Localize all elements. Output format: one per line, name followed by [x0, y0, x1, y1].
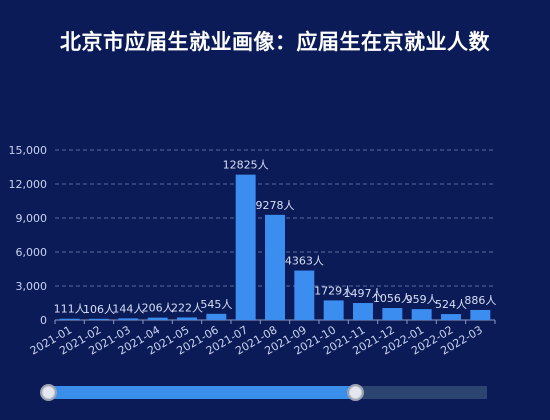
bar[interactable] [323, 300, 344, 320]
bar[interactable] [118, 318, 139, 320]
data-label: 106人 [83, 303, 115, 316]
y-tick-label: 12,000 [9, 178, 48, 191]
data-label: 886人 [464, 294, 496, 307]
bar[interactable] [59, 318, 80, 320]
chart-title: 北京市应届生就业画像：应届生在京就业人数 [60, 30, 490, 54]
bar[interactable] [382, 308, 403, 320]
data-label: 4363人 [285, 255, 324, 268]
bar[interactable] [265, 214, 285, 320]
bar[interactable] [411, 309, 432, 320]
y-tick-label: 9,000 [16, 212, 48, 225]
data-label: 959人 [406, 293, 438, 306]
zoom-slider-selected-range[interactable] [47, 386, 355, 399]
bar[interactable] [235, 174, 256, 320]
data-label: 545人 [200, 298, 232, 311]
bar[interactable] [206, 313, 227, 320]
y-tick-label: 6,000 [16, 246, 48, 259]
zoom-slider-end-handle[interactable] [347, 384, 364, 401]
data-label: 111人 [54, 303, 86, 316]
data-label: 144人 [112, 302, 144, 315]
data-label: 222人 [171, 301, 203, 314]
bar[interactable] [353, 303, 373, 320]
bar[interactable] [470, 309, 491, 320]
zoom-slider-start-handle[interactable] [40, 384, 57, 401]
data-label: 12825人 [223, 159, 269, 172]
data-label: 206人 [142, 302, 174, 315]
data-label: 9278人 [256, 199, 295, 212]
bar[interactable] [294, 270, 315, 320]
data-label: 1497人 [344, 287, 383, 300]
bar[interactable] [89, 318, 109, 320]
bar[interactable] [147, 317, 168, 320]
bar[interactable] [177, 317, 197, 320]
y-tick-label: 3,000 [16, 280, 48, 293]
y-tick-label: 0 [40, 314, 47, 327]
zoom-slider[interactable] [40, 384, 487, 401]
y-tick-label: 15,000 [9, 144, 48, 157]
data-label: 524人 [435, 298, 467, 311]
data-label: 1729人 [314, 284, 353, 297]
data-label: 1056人 [373, 292, 412, 305]
bar[interactable] [441, 314, 461, 320]
